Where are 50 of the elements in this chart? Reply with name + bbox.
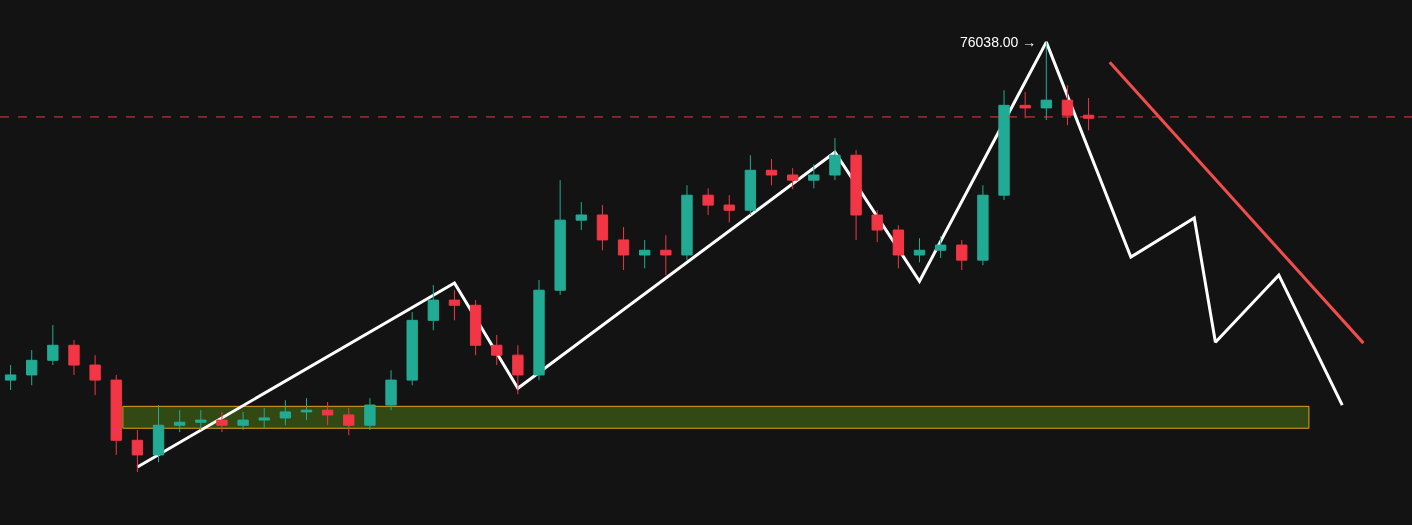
- annotation: 76038.00 →: [960, 34, 1037, 50]
- candlestick: [554, 179, 566, 296]
- candlestick: [998, 89, 1010, 201]
- candlestick: [681, 184, 693, 261]
- candlestick: [173, 409, 186, 433]
- candlestick: [258, 407, 270, 429]
- candlestick: [216, 411, 228, 433]
- candlestick: [448, 289, 461, 321]
- candlestick: [977, 184, 989, 266]
- candlestick: [321, 401, 334, 426]
- candlestick: [596, 204, 609, 251]
- candlestick: [765, 158, 778, 186]
- candlestick: [300, 397, 313, 421]
- candlestick: [934, 235, 947, 259]
- candlestick: [575, 201, 587, 231]
- candlestick: [1040, 41, 1052, 121]
- candlestick: [89, 354, 101, 396]
- candlestick: [850, 149, 862, 241]
- candlestick: [4, 364, 17, 391]
- candlestick: [406, 311, 418, 386]
- candlestick: [808, 163, 820, 189]
- candlestick: [427, 284, 439, 331]
- candlestick: [385, 369, 397, 411]
- candlestick: [279, 399, 292, 426]
- candlestick: [702, 187, 714, 216]
- candlestick: [639, 239, 651, 269]
- candlestick: [786, 167, 799, 190]
- candlestick: [892, 224, 905, 269]
- candlestick: [744, 154, 757, 216]
- candlestick: [343, 407, 355, 436]
- candlestick: [533, 279, 545, 381]
- candlestick: [617, 226, 630, 271]
- candlestick: [131, 429, 144, 473]
- candlestick: [195, 409, 207, 431]
- candlestick: [152, 404, 165, 463]
- candlestick: [913, 237, 926, 263]
- candlestick: [829, 137, 841, 181]
- candlestick: [47, 324, 59, 366]
- candlestick: [512, 344, 524, 395]
- candlestick: [469, 299, 482, 356]
- candlestick: [110, 374, 122, 456]
- candlestick: [491, 334, 503, 366]
- candlestick: [364, 397, 376, 431]
- candlestick: [237, 411, 249, 431]
- candlestick: [871, 209, 883, 243]
- candlestick: [68, 339, 80, 376]
- candlestick: [956, 239, 968, 271]
- candlestick: [723, 194, 735, 223]
- candlestick: [660, 234, 672, 276]
- candlestick: [26, 349, 38, 386]
